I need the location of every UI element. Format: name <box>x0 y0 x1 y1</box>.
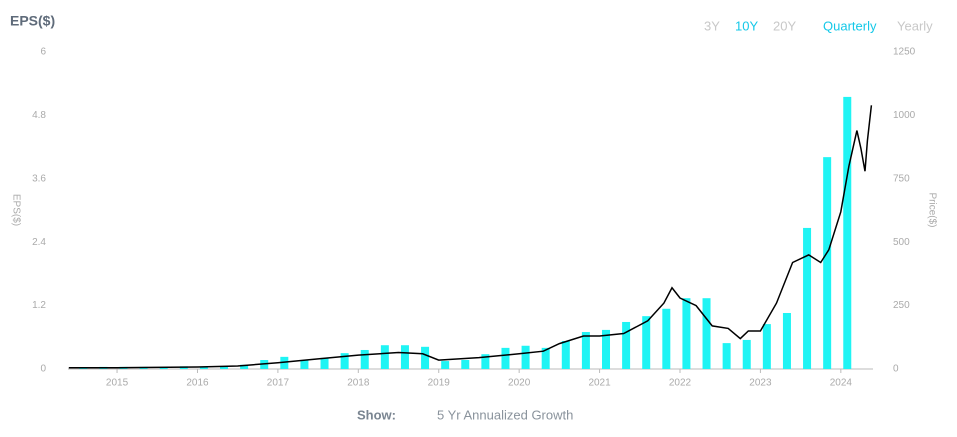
bar <box>662 308 671 369</box>
price-line <box>68 105 873 369</box>
bar <box>280 356 289 369</box>
y2-tick-label: 250 <box>893 300 910 311</box>
bar <box>421 346 430 369</box>
y2-tick-label: 750 <box>893 173 910 184</box>
bar <box>461 360 470 369</box>
x-tick-label: 2017 <box>267 378 290 389</box>
bar <box>581 332 590 369</box>
bar <box>702 298 711 369</box>
range-button[interactable]: 20Y <box>773 18 796 33</box>
period-button[interactable]: Yearly <box>897 18 933 33</box>
bar <box>561 340 570 369</box>
bar <box>602 329 611 369</box>
x-tick-label: 2016 <box>186 378 209 389</box>
x-tick-label: 2015 <box>106 378 129 389</box>
x-tick-label: 2022 <box>669 378 692 389</box>
bar <box>220 366 229 369</box>
bar <box>240 364 249 369</box>
range-button[interactable]: 10Y <box>735 18 758 33</box>
bar <box>762 324 771 369</box>
bar <box>300 360 309 369</box>
y2-tick-label: 500 <box>893 237 910 248</box>
x-tick-label: 2024 <box>830 378 853 389</box>
y-axis-label: EPS($) <box>10 194 21 226</box>
bar <box>843 96 852 370</box>
period-button[interactable]: Quarterly <box>823 18 877 33</box>
x-tick-label: 2018 <box>347 378 370 389</box>
bar <box>481 354 490 369</box>
y2-tick-label: 1250 <box>893 47 916 58</box>
y-tick-label: 0 <box>40 364 46 375</box>
chart-title: EPS($) <box>10 13 55 29</box>
y-tick-label: 3.6 <box>32 173 46 184</box>
bar <box>642 316 651 369</box>
show-option[interactable]: 5 Yr Annualized Growth <box>437 407 573 422</box>
x-tick-label: 2021 <box>588 378 611 389</box>
bar <box>320 357 329 369</box>
bar <box>742 339 751 369</box>
bar <box>199 366 208 369</box>
bar <box>441 361 450 369</box>
y2-axis-label: Price($) <box>926 192 937 227</box>
bar <box>400 345 409 369</box>
bar <box>622 321 631 369</box>
y-tick-label: 4.8 <box>32 110 46 121</box>
bar <box>682 298 691 369</box>
x-tick-label: 2019 <box>428 378 451 389</box>
bar <box>360 349 369 369</box>
bar <box>782 312 791 369</box>
y2-tick-label: 0 <box>893 364 899 375</box>
bar <box>521 345 530 369</box>
show-label: Show: <box>357 407 396 422</box>
y-tick-label: 6 <box>40 47 46 58</box>
bar <box>541 347 550 369</box>
bar <box>380 345 389 369</box>
y-tick-label: 1.2 <box>32 300 46 311</box>
bar <box>501 347 510 369</box>
bar <box>159 367 168 369</box>
bar <box>340 353 349 369</box>
bar <box>722 343 731 369</box>
y2-tick-label: 1000 <box>893 110 916 121</box>
x-tick-label: 2020 <box>508 378 531 389</box>
x-tick-label: 2023 <box>749 378 772 389</box>
y-tick-label: 2.4 <box>32 237 46 248</box>
bar <box>823 157 832 369</box>
range-button[interactable]: 3Y <box>704 18 720 33</box>
bar <box>803 227 812 369</box>
